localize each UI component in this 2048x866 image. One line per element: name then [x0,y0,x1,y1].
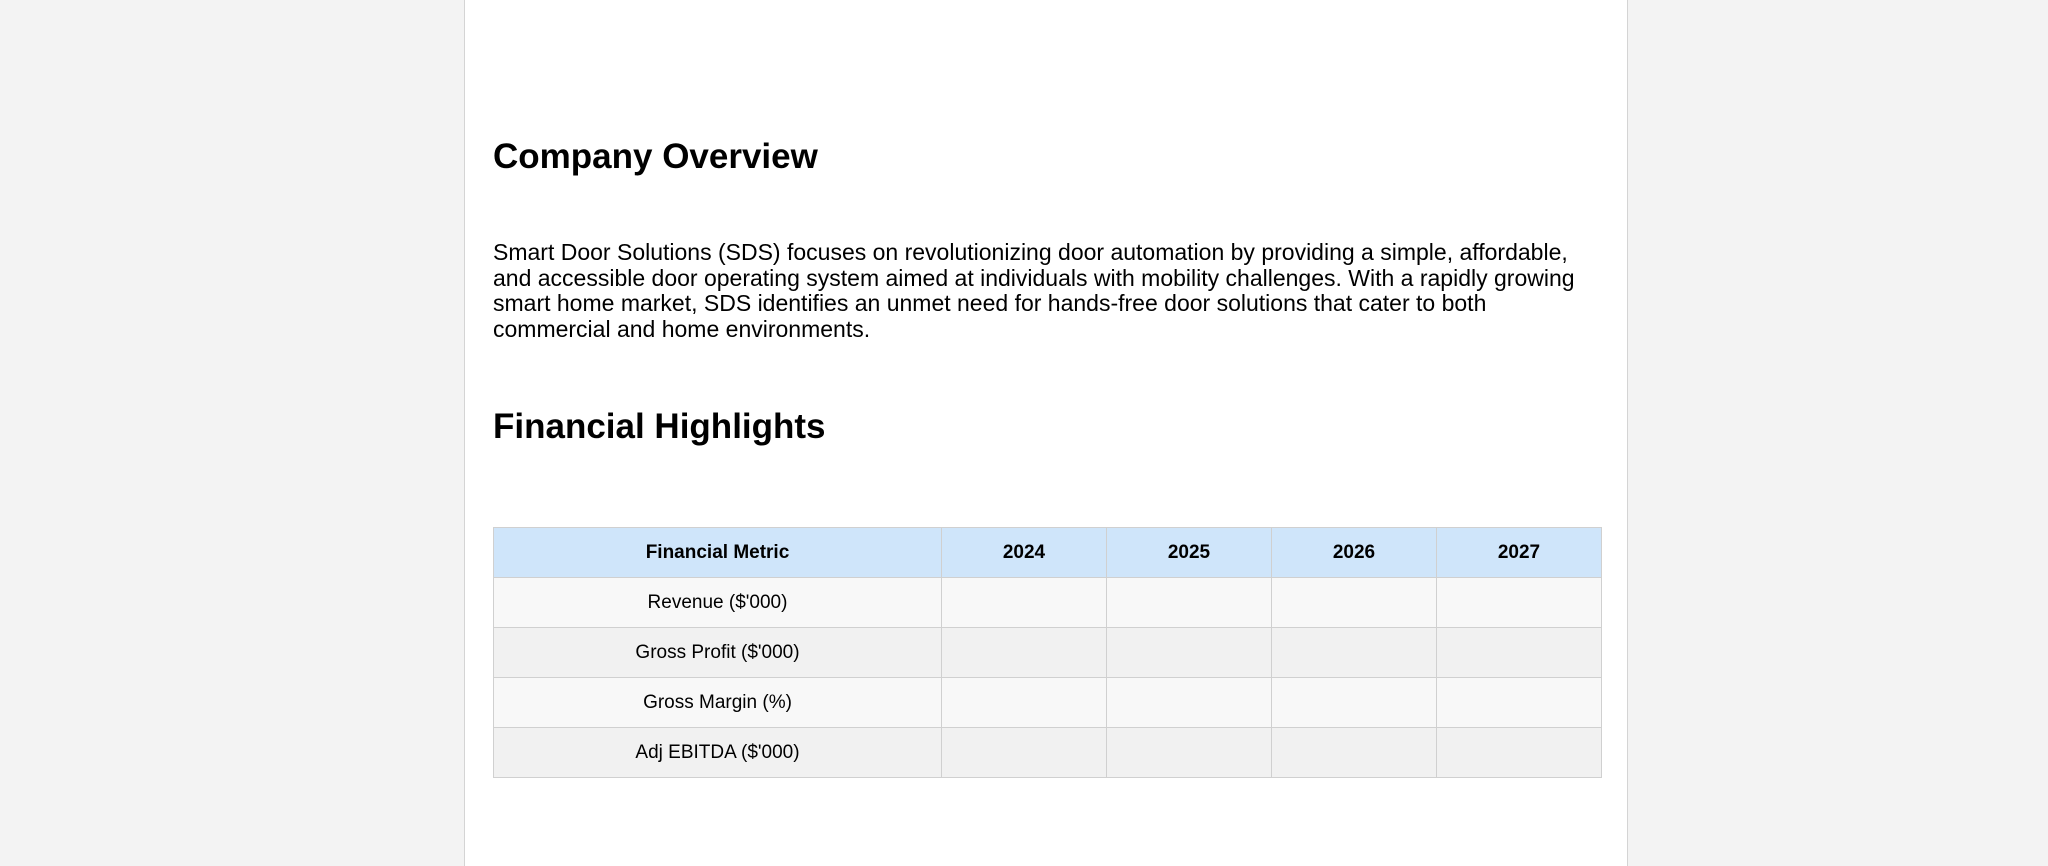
table-row: Gross Margin (%) [493,677,1602,728]
table-row: Gross Profit ($'000) [493,627,1602,678]
table-cell[interactable] [1436,627,1602,678]
header-2026: 2026 [1271,527,1437,578]
table-cell[interactable] [1106,727,1272,778]
table-cell[interactable] [1271,627,1437,678]
financial-table: Financial Metric 2024 2025 2026 2027 Rev… [493,527,1602,778]
table-cell[interactable] [941,677,1107,728]
row-label-adj-ebitda: Adj EBITDA ($'000) [493,727,942,778]
header-financial-metric: Financial Metric [493,527,942,578]
header-2027: 2027 [1436,527,1602,578]
table-cell[interactable] [941,727,1107,778]
table-cell[interactable] [1436,577,1602,628]
table-cell[interactable] [1106,677,1272,728]
header-2024: 2024 [941,527,1107,578]
table-header-row: Financial Metric 2024 2025 2026 2027 [493,527,1602,578]
table-row: Revenue ($'000) [493,577,1602,628]
paragraph-company-overview: Smart Door Solutions (SDS) focuses on re… [493,239,1575,342]
table-cell[interactable] [1271,727,1437,778]
heading-company-overview: Company Overview [493,137,818,176]
header-2025: 2025 [1106,527,1272,578]
row-label-revenue: Revenue ($'000) [493,577,942,628]
table-cell[interactable] [1106,627,1272,678]
row-label-gross-margin: Gross Margin (%) [493,677,942,728]
heading-financial-highlights: Financial Highlights [493,407,826,446]
table-cell[interactable] [1271,677,1437,728]
table-row: Adj EBITDA ($'000) [493,727,1602,778]
row-label-gross-profit: Gross Profit ($'000) [493,627,942,678]
table-cell[interactable] [1436,677,1602,728]
table-cell[interactable] [941,577,1107,628]
document-page: Company Overview Smart Door Solutions (S… [464,0,1628,866]
table-cell[interactable] [941,627,1107,678]
table-cell[interactable] [1106,577,1272,628]
table-cell[interactable] [1271,577,1437,628]
table-cell[interactable] [1436,727,1602,778]
